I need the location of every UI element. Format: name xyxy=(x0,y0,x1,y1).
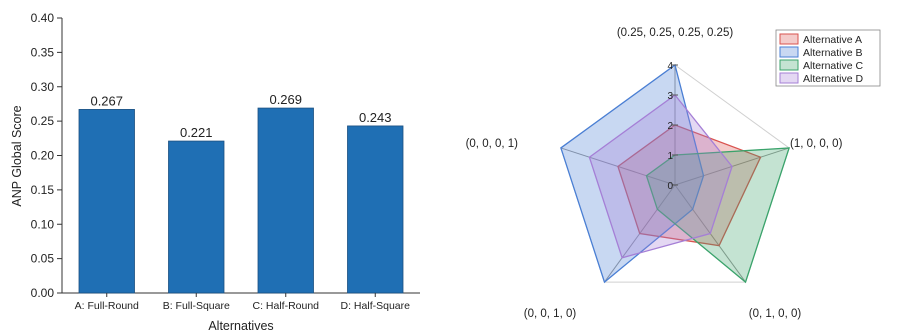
radar-r-ticks: 0 1 2 3 4 xyxy=(667,61,678,192)
radar-r-tick-label: 4 xyxy=(667,61,673,72)
bar-y-tick-label: 0.40 xyxy=(31,11,55,25)
bar-x-tick-label: A: Full-Round xyxy=(75,300,139,312)
radar-axis-label: (0, 0, 1, 0) xyxy=(524,308,577,320)
bar-data-label: 0.243 xyxy=(359,110,392,125)
bar-y-tick-label: 0.15 xyxy=(31,183,55,197)
radar-legend-swatch xyxy=(779,33,799,45)
radar-legend-swatch xyxy=(779,72,799,84)
radar-legend-box xyxy=(775,29,881,87)
radar-axis-label: (0, 1, 0, 0) xyxy=(749,308,802,320)
bar xyxy=(257,107,314,294)
radar-series-polygon xyxy=(645,147,791,284)
bar-x-axis-title: Alternatives xyxy=(208,319,273,332)
bar-y-tick-label: 0.10 xyxy=(31,217,55,231)
radar-r-tick-label: 0 xyxy=(667,181,673,192)
radar-axis-label: (0, 0, 0, 1) xyxy=(466,138,519,150)
radar-axis-label: (0.25, 0.25, 0.25, 0.25) xyxy=(617,27,734,39)
bar-data-label: 0.267 xyxy=(90,93,123,108)
bar-x-ticks: A: Full-Round B: Full-Square C: Half-Round… xyxy=(75,293,410,312)
radar-legend-label: Alternative B xyxy=(803,47,863,59)
bar-y-tick-label: 0.05 xyxy=(31,252,55,266)
radar-legend-label: Alternative A xyxy=(803,34,862,46)
bar-y-axis-title: ANP Global Score xyxy=(10,105,24,206)
bar-chart: 0.00 0.05 0.10 0.15 0.20 0.25 0.30 0.35 0.40 0.2… xyxy=(10,11,420,332)
radar-legend-swatch xyxy=(779,59,799,71)
bar-x-tick-label: B: Full-Square xyxy=(163,300,230,312)
bar-x-tick-label: D: Half-Square xyxy=(341,300,411,312)
bar-series: 0.267 0.221 0.269 0.243 xyxy=(78,92,404,294)
radar-legend-label: Alternative C xyxy=(803,60,864,72)
bar-data-label: 0.269 xyxy=(269,92,302,107)
radar-series-polygon xyxy=(560,63,705,284)
bar xyxy=(168,140,225,294)
radar-axis-labels: (0.25, 0.25, 0.25, 0.25) (1, 0, 0, 0) (0, … xyxy=(466,27,843,320)
bar-y-axis: 0.00 0.05 0.10 0.15 0.20 0.25 0.30 0.35 0.40 xyxy=(31,11,63,300)
bar-y-tick-label: 0.00 xyxy=(31,286,55,300)
bar-data-label: 0.221 xyxy=(180,125,213,140)
radar-r-tick-label: 1 xyxy=(667,151,673,162)
radar-series-polygon xyxy=(588,94,733,259)
radar-r-tick-label: 2 xyxy=(667,121,673,132)
radar-legend-swatch xyxy=(779,46,799,58)
bar xyxy=(78,109,135,294)
radar-r-tick-label: 3 xyxy=(667,91,673,102)
bar-x-tick-label: C: Half-Round xyxy=(252,300,319,312)
bar xyxy=(347,125,404,294)
bar-y-tick-label: 0.20 xyxy=(31,149,55,163)
bar-y-tick-label: 0.30 xyxy=(31,80,55,94)
radar-chart: 0 1 2 3 4 (0.25, 0.25, 0.25, 0.25) (1, 0, 0, … xyxy=(466,27,881,320)
bar-y-ticks: 0.00 0.05 0.10 0.15 0.20 0.25 0.30 0.35 0.40 xyxy=(31,11,62,300)
radar-series xyxy=(560,63,791,284)
radar-series-polygon xyxy=(617,124,762,247)
radar-axis-label: (1, 0, 0, 0) xyxy=(790,138,843,150)
bar-y-tick-label: 0.35 xyxy=(31,45,55,59)
radar-legend-label: Alternative D xyxy=(803,73,864,85)
bar-y-tick-label: 0.25 xyxy=(31,114,55,128)
